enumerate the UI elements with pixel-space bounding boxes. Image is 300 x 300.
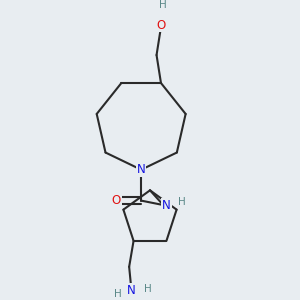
Text: O: O xyxy=(156,19,166,32)
Text: H: H xyxy=(144,284,152,294)
Text: O: O xyxy=(112,194,121,207)
Text: H: H xyxy=(113,289,121,299)
Text: N: N xyxy=(137,163,146,176)
Text: N: N xyxy=(162,199,171,212)
Text: N: N xyxy=(127,284,136,297)
Text: H: H xyxy=(178,197,186,207)
Text: H: H xyxy=(159,0,166,10)
